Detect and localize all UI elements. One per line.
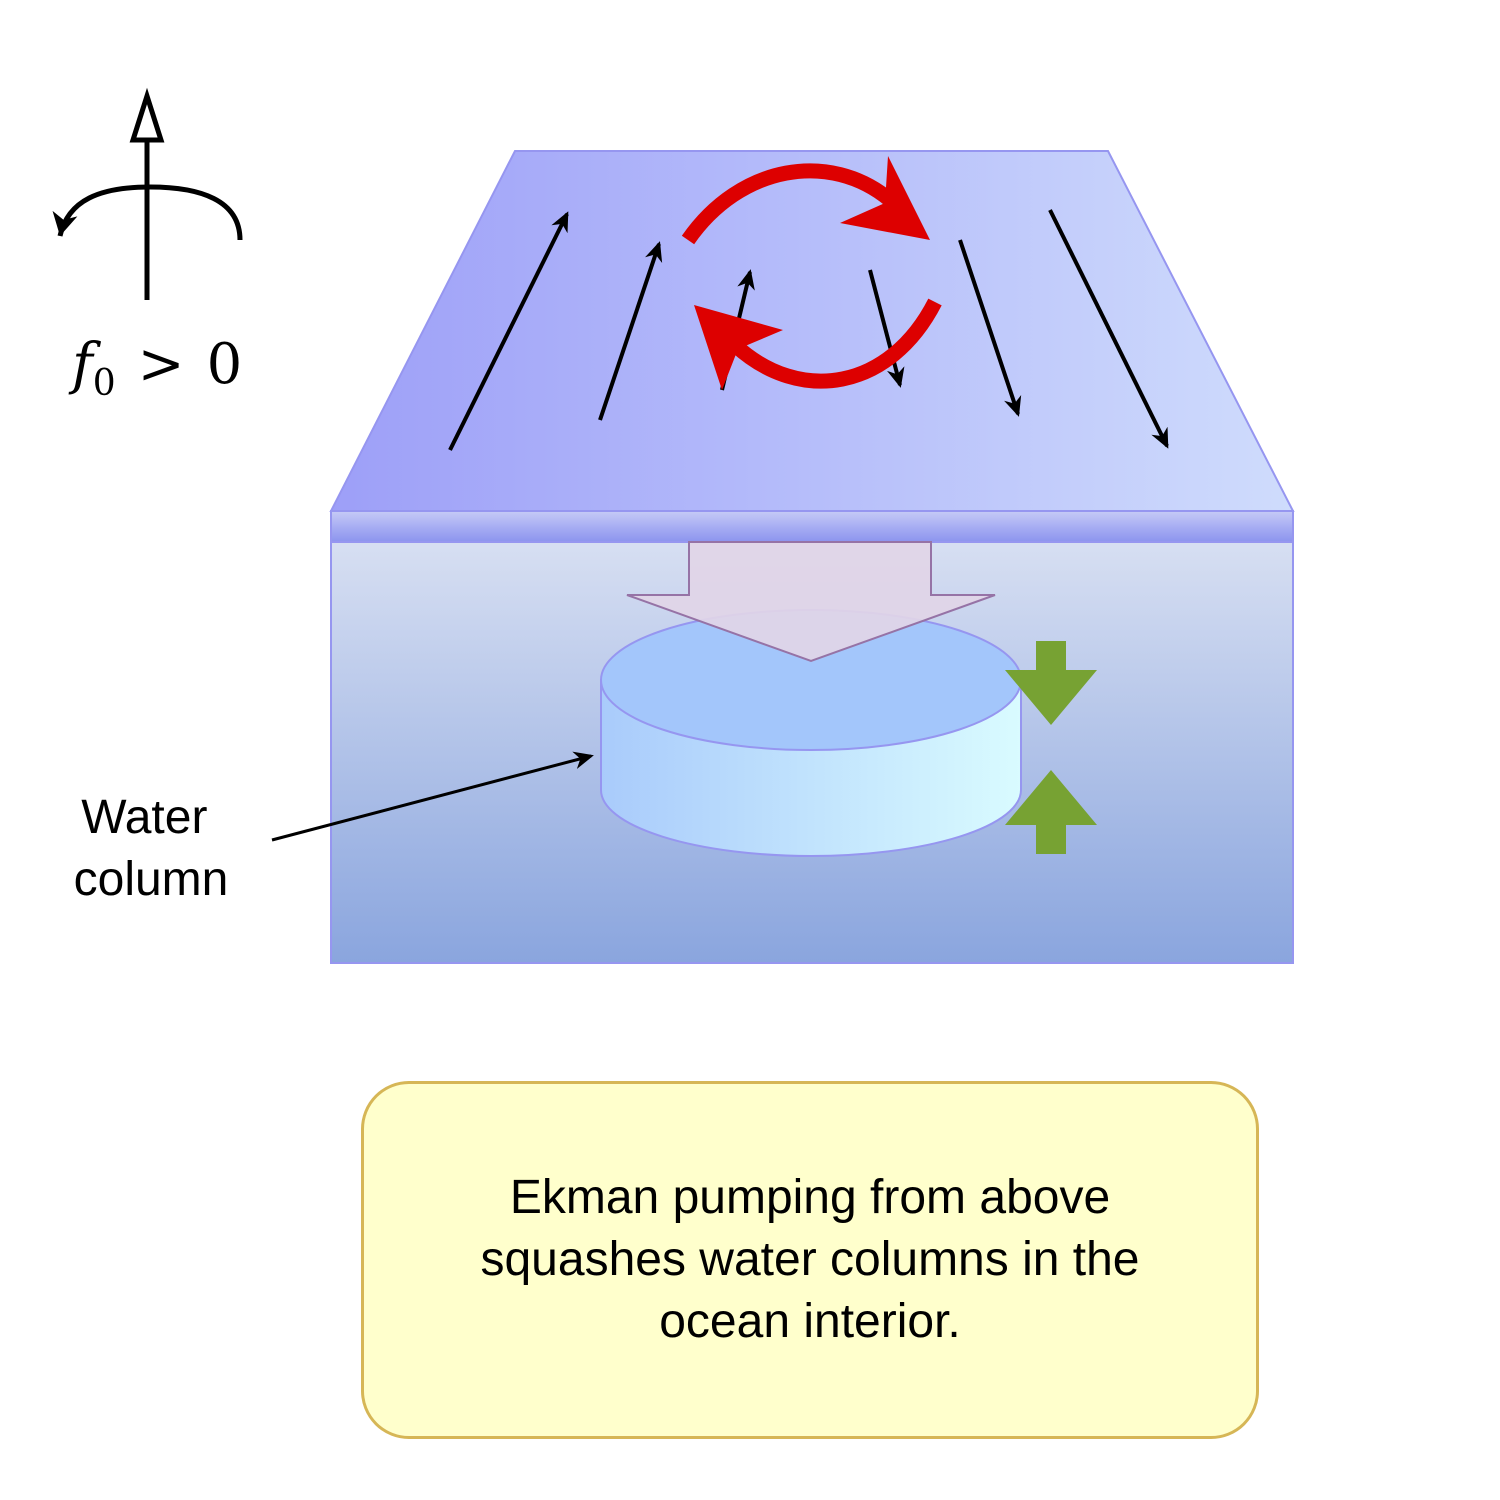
eddy-arrow-bottom-head (694, 305, 783, 390)
surface-layer-rim (330, 510, 1294, 543)
caption-box: Ekman pumping from above squashes water … (361, 1081, 1259, 1439)
current-arrow (868, 269, 905, 388)
water-column-callout: Water column (74, 751, 594, 906)
compression-arrows (1005, 641, 1097, 854)
surface-layer (329, 150, 1295, 512)
current-arrow (958, 239, 1022, 417)
eddy-arrow-top-head (840, 156, 930, 240)
water-column-label-line2: column (74, 853, 229, 906)
eddy-arrow-top (681, 163, 895, 245)
current-arrow (448, 211, 569, 451)
surface-current-arrows (448, 209, 1169, 451)
water-column-label: Water column (74, 791, 229, 906)
eddy-arrow-bottom (729, 298, 942, 389)
rotation-direction-arc (52, 184, 243, 241)
water-column-label-line1: Water (81, 791, 207, 844)
eddy-rotation-arrows (681, 156, 942, 390)
ekman-pumping-arrow (626, 541, 996, 663)
compression-arrow-down (1005, 641, 1097, 725)
water-column-cylinder (600, 609, 1022, 857)
coriolis-parameter-label: f0 >0 (68, 332, 242, 404)
caption-text: Ekman pumping from above squashes water … (480, 1171, 1140, 1348)
water-column-pointer (271, 751, 594, 842)
rotation-axis-arrowhead (129, 87, 165, 143)
current-arrow (598, 241, 663, 421)
current-arrow (1048, 209, 1169, 449)
rotation-indicator: f0 >0 (52, 87, 243, 404)
compression-arrow-up (1005, 770, 1097, 854)
